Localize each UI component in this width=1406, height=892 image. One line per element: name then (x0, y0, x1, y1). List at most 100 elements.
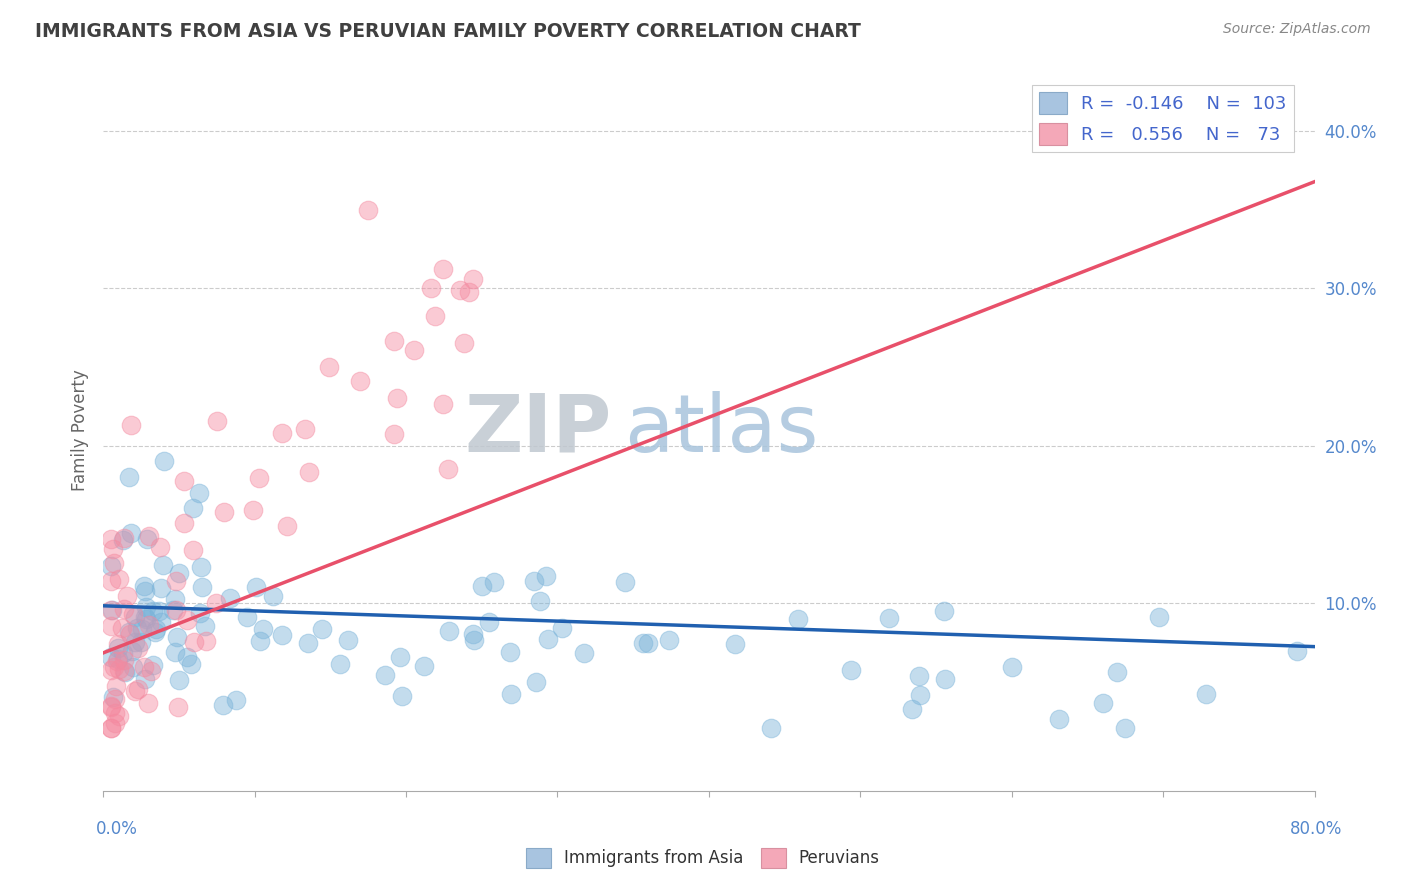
Point (247, 471, 270, 485)
Point (191, 580, 214, 594)
Text: ZIP: ZIP (465, 391, 612, 469)
Point (101, 690, 124, 704)
Point (207, 414, 229, 428)
Point (349, 374, 371, 388)
Point (529, 594, 551, 608)
Point (124, 635, 146, 649)
Point (212, 698, 235, 712)
Point (382, 334, 405, 348)
Point (176, 650, 198, 665)
Point (235, 610, 257, 624)
Point (111, 533, 134, 547)
Point (357, 202, 380, 217)
Point (1091, 696, 1114, 710)
Point (129, 634, 152, 648)
Point (167, 673, 190, 688)
Point (105, 654, 128, 668)
Point (173, 516, 195, 531)
Point (127, 681, 149, 696)
Point (329, 657, 352, 671)
Point (135, 599, 157, 614)
Point (262, 589, 284, 603)
Legend: R =  -0.146    N =  103, R =   0.556    N =   73: R = -0.146 N = 103, R = 0.556 N = 73 (1032, 85, 1294, 153)
Point (391, 690, 413, 704)
Point (637, 636, 659, 650)
Point (183, 501, 205, 516)
Point (111, 621, 134, 635)
Point (382, 427, 405, 442)
Point (100, 699, 122, 714)
Point (142, 658, 165, 673)
Point (127, 640, 149, 655)
Point (1107, 665, 1129, 679)
Point (439, 624, 461, 639)
Point (108, 572, 131, 586)
Point (423, 309, 446, 323)
Text: IMMIGRANTS FROM ASIA VS PERUVIAN FAMILY POVERTY CORRELATION CHART: IMMIGRANTS FROM ASIA VS PERUVIAN FAMILY … (35, 22, 860, 41)
Point (205, 596, 228, 610)
Point (311, 622, 333, 636)
Point (180, 657, 202, 671)
Point (134, 584, 156, 599)
Point (134, 609, 156, 624)
Point (276, 519, 298, 533)
Point (839, 663, 862, 677)
Point (501, 687, 523, 701)
Point (463, 632, 485, 647)
Point (142, 604, 165, 618)
Point (900, 702, 922, 716)
Point (163, 645, 186, 659)
Point (181, 542, 204, 557)
Point (112, 531, 135, 545)
Point (183, 634, 205, 648)
Point (103, 556, 125, 570)
Point (318, 360, 340, 375)
Point (461, 272, 484, 286)
Point (165, 603, 187, 617)
Point (536, 632, 558, 646)
Point (145, 622, 167, 636)
Point (1285, 644, 1308, 658)
Point (724, 637, 747, 651)
Point (176, 613, 198, 627)
Point (135, 612, 157, 626)
Point (104, 691, 127, 706)
Point (294, 422, 316, 436)
Point (190, 560, 212, 574)
Point (499, 645, 522, 659)
Point (249, 634, 271, 648)
Point (374, 668, 396, 682)
Point (143, 624, 166, 639)
Point (432, 262, 454, 277)
Point (132, 579, 155, 593)
Text: 0.0%: 0.0% (96, 820, 138, 838)
Point (1114, 722, 1136, 736)
Point (1149, 610, 1171, 624)
Point (149, 581, 172, 595)
Point (121, 525, 143, 540)
Point (614, 575, 637, 590)
Point (138, 618, 160, 632)
Point (118, 625, 141, 640)
Point (149, 615, 172, 630)
Point (165, 574, 187, 589)
Point (193, 619, 215, 633)
Point (167, 700, 190, 714)
Point (188, 606, 211, 620)
Point (136, 696, 159, 710)
Point (107, 637, 129, 651)
Point (526, 675, 548, 690)
Point (631, 636, 654, 650)
Point (1001, 660, 1024, 674)
Point (163, 591, 186, 606)
Point (131, 622, 153, 636)
Legend: Immigrants from Asia, Peruvians: Immigrants from Asia, Peruvians (519, 841, 887, 875)
Point (166, 630, 188, 644)
Point (108, 662, 131, 676)
Point (450, 284, 472, 298)
Point (104, 715, 127, 730)
Point (100, 663, 122, 677)
Point (453, 335, 475, 350)
Y-axis label: Family Poverty: Family Poverty (72, 369, 89, 491)
Point (100, 722, 122, 736)
